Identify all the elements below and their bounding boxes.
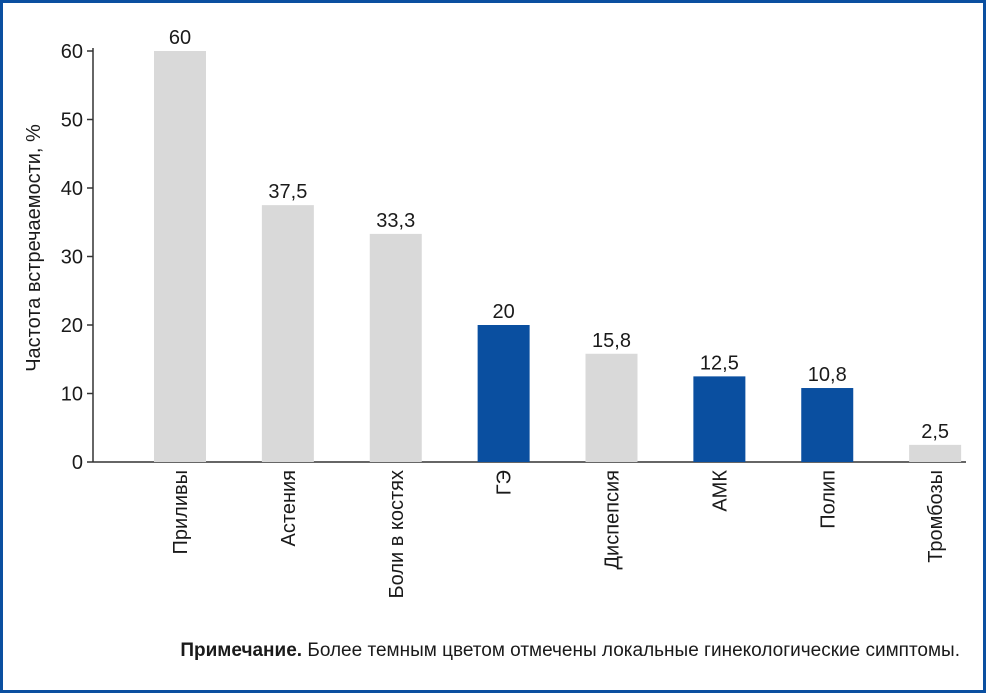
category-label: АМК xyxy=(709,470,731,512)
category-label: Боли в костях xyxy=(386,470,408,598)
y-tick-label: 30 xyxy=(61,247,83,269)
bar-5 xyxy=(585,353,638,462)
y-axis: 0 10 20 30 40 50 60 xyxy=(61,41,94,474)
category-label: Тромбозы xyxy=(925,470,947,563)
y-tick-label: 0 xyxy=(72,452,83,474)
category-label: Диспепсия xyxy=(602,470,624,570)
category-label: Полип xyxy=(817,470,839,529)
value-label: 33,3 xyxy=(376,210,415,232)
bar-4 xyxy=(477,325,530,462)
value-label: 2,5 xyxy=(921,421,949,443)
bars xyxy=(154,51,962,462)
value-label: 37,5 xyxy=(268,181,307,203)
bar-2 xyxy=(261,205,314,462)
value-labels: 60 37,5 33,3 20 15,8 12,5 10,8 2,5 xyxy=(169,27,949,443)
y-tick-label: 40 xyxy=(61,178,83,200)
category-label: Приливы xyxy=(170,470,192,555)
y-tick-label: 20 xyxy=(61,315,83,337)
bar-6 xyxy=(693,376,746,462)
value-label: 10,8 xyxy=(808,364,847,386)
bar-1 xyxy=(154,51,206,462)
y-tick-label: 50 xyxy=(61,110,83,132)
value-label: 12,5 xyxy=(700,352,739,374)
category-labels: Приливы Астения Боли в костях ГЭ Диспепсия АМ… xyxy=(170,470,947,599)
bar-3 xyxy=(369,233,422,462)
note-text: Более темным цветом отмечены локальные г… xyxy=(307,640,960,661)
value-label: 15,8 xyxy=(592,330,631,352)
bar-8 xyxy=(909,444,962,462)
category-label: Астения xyxy=(278,470,300,546)
category-label: ГЭ xyxy=(494,470,516,495)
note-label: Примечание. xyxy=(180,640,303,661)
value-label: 60 xyxy=(169,27,191,49)
bar-7 xyxy=(801,388,854,462)
value-label: 20 xyxy=(493,301,515,323)
y-tick-label: 10 xyxy=(61,384,83,406)
figure-note: Примечание. Более темным цветом отмечены… xyxy=(180,640,960,662)
y-tick-label: 60 xyxy=(61,41,83,63)
y-axis-label: Частота встречаемости, % xyxy=(23,124,45,372)
